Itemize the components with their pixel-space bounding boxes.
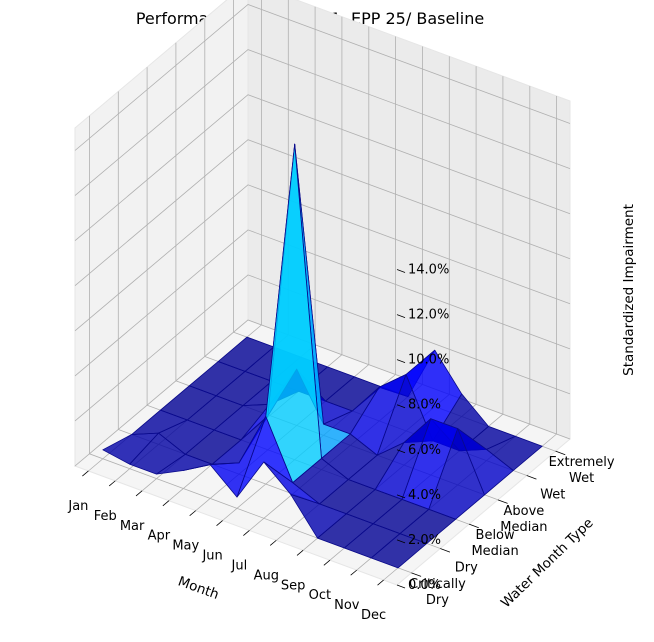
x-tick-mark xyxy=(108,480,116,487)
x-tick-mark xyxy=(243,530,250,536)
z-tick-mark xyxy=(396,359,406,364)
z-grid-line xyxy=(74,229,571,377)
z-tick-mark xyxy=(396,494,406,499)
x-tick-label: Apr xyxy=(148,529,171,544)
y-tick-label: Critically xyxy=(409,577,466,592)
z-tick-mark xyxy=(396,584,406,589)
y-tick-mark xyxy=(555,450,566,456)
x-axis-label: Month xyxy=(176,573,221,603)
x-tick-label: Aug xyxy=(254,568,279,583)
y-tick-label: Median xyxy=(471,544,518,559)
y-tick-label: Median xyxy=(500,520,547,535)
y-tick-label: Wet xyxy=(569,471,594,486)
x-tick-mark xyxy=(162,500,170,507)
z-tick-label: 6.0% xyxy=(408,443,441,458)
surface xyxy=(102,143,543,569)
z-tick-label: 2.0% xyxy=(408,533,441,548)
x-tick-label: Nov xyxy=(334,598,360,613)
z-grid-line xyxy=(74,94,571,242)
x-tick-label: May xyxy=(172,539,199,554)
x-tick-mark xyxy=(216,520,223,526)
z-tick-label: 10.0% xyxy=(408,353,449,368)
x-tick-mark xyxy=(189,510,197,517)
y-tick-mark xyxy=(440,548,451,553)
x-tick-mark xyxy=(377,579,384,586)
x-tick-mark xyxy=(350,569,358,576)
x-tick-label: Dec xyxy=(361,608,386,623)
z-grid-line xyxy=(74,49,571,196)
x-tick-label: Jun xyxy=(201,549,222,564)
x-tick-mark xyxy=(323,559,331,566)
z-grid-line xyxy=(74,184,571,332)
y-tick-label: Below xyxy=(476,528,515,543)
z-grid-line xyxy=(74,139,571,287)
z-tick-mark xyxy=(396,449,406,454)
x-tick-mark xyxy=(269,540,277,546)
x-tick-label: Feb xyxy=(94,509,117,524)
x-tick-label: Sep xyxy=(281,578,306,593)
x-tick-mark xyxy=(296,549,304,556)
y-tick-mark xyxy=(411,572,422,577)
z-tick-mark xyxy=(396,314,406,318)
z-tick-mark xyxy=(396,269,406,273)
x-tick-mark xyxy=(82,470,89,477)
z-grid-line xyxy=(74,4,571,151)
x-tick-label: Oct xyxy=(309,588,331,603)
y-tick-mark xyxy=(468,523,479,529)
z-tick-label: 4.0% xyxy=(408,488,441,503)
y-tick-label: Extremely xyxy=(549,455,615,470)
y-tick-mark xyxy=(497,499,508,504)
x-tick-label: Jul xyxy=(231,559,248,574)
z-tick-label: 14.0% xyxy=(408,263,449,278)
z-tick-label: 12.0% xyxy=(408,308,449,323)
y-tick-label: Dry xyxy=(455,561,478,576)
y-tick-label: Dry xyxy=(426,593,449,608)
z-ticks: 0.0% 2.0% 4.0% 6.0% 8.0% 10.0% 12.0% 14.0% xyxy=(396,263,449,593)
z-tick-label: 8.0% xyxy=(408,398,441,413)
y-tick-label: Wet xyxy=(540,488,565,503)
surface-facet xyxy=(370,533,428,569)
z-axis-label: Standardized Impairment xyxy=(621,204,637,376)
x-tick-label: Mar xyxy=(120,519,145,534)
x-tick-mark xyxy=(135,490,143,497)
z-tick-label: 0.0% xyxy=(408,578,441,593)
y-tick-mark xyxy=(526,475,537,480)
z-tick-mark xyxy=(396,539,406,544)
z-tick-mark xyxy=(396,404,406,409)
z-grid-line xyxy=(74,274,571,422)
x-tick-label: Jan xyxy=(67,499,88,514)
y-tick-label: Above xyxy=(504,504,545,519)
y-ticks: CriticallyDryDryBelowMedianAboveMedianWe… xyxy=(409,450,615,608)
